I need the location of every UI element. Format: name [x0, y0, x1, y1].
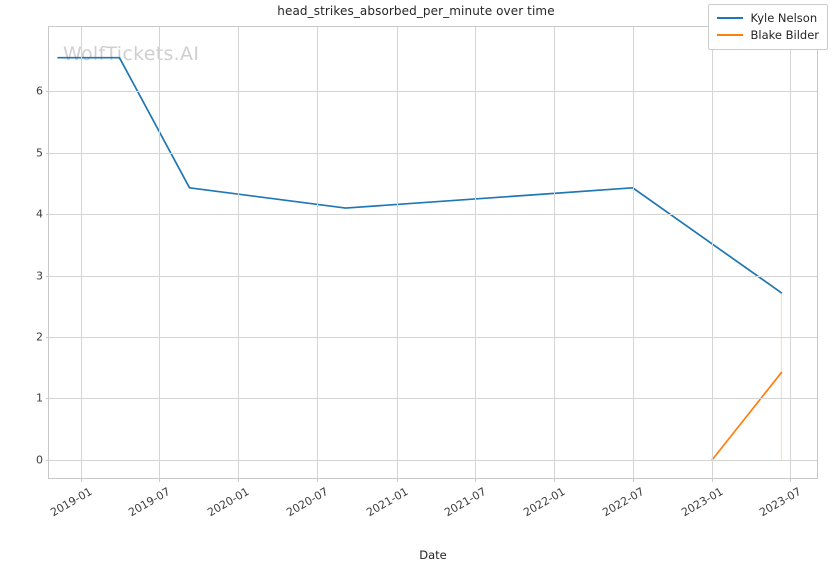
x-gridline: [158, 27, 160, 478]
legend-item[interactable]: Blake Bilder: [716, 27, 820, 44]
x-tick-label: 2020-07: [284, 485, 331, 520]
y-tick-label: 2: [36, 330, 43, 344]
y-tick-mark: [45, 398, 49, 400]
y-tick-mark: [45, 459, 49, 461]
y-gridline: [49, 336, 817, 338]
y-tick-label: 1: [36, 391, 43, 405]
x-tick-mark: [632, 478, 634, 482]
chart-legend[interactable]: Kyle Nelson Blake Bilder: [707, 4, 828, 51]
x-gridline: [317, 27, 319, 478]
y-gridline: [49, 459, 817, 461]
legend-item-label: Blake Bilder: [750, 27, 820, 42]
x-tick-mark: [474, 478, 476, 482]
x-tick-mark: [238, 478, 240, 482]
legend-line-icon: [716, 17, 743, 20]
x-axis-label: Date: [419, 548, 447, 562]
x-tick-mark: [712, 478, 714, 482]
legend-line-icon: [716, 34, 743, 36]
x-tick-label: 2022-07: [599, 485, 647, 520]
x-gridline: [554, 27, 556, 478]
x-gridline: [712, 27, 714, 478]
x-gridline: [474, 27, 476, 478]
x-tick-mark: [396, 478, 398, 482]
x-gridline: [396, 27, 398, 478]
y-gridline: [49, 91, 817, 93]
y-gridline: [49, 398, 817, 400]
series-line: [711, 371, 783, 461]
y-tick-label: 4: [36, 207, 43, 221]
x-gridline: [80, 27, 82, 478]
y-tick-label: 6: [36, 84, 43, 98]
y-tick-mark: [45, 336, 49, 338]
x-gridline: [238, 27, 240, 478]
y-tick-mark: [45, 214, 49, 216]
x-gridline: [632, 27, 634, 478]
series-line: [57, 56, 783, 294]
x-tick-mark: [790, 478, 792, 482]
x-tick-mark: [158, 478, 160, 482]
x-tick-mark: [80, 478, 82, 482]
y-tick-mark: [45, 152, 49, 154]
legend-item-label: Kyle Nelson: [750, 11, 818, 25]
y-tick-label: 5: [36, 146, 43, 160]
plot-lines: [57, 56, 783, 461]
y-tick-mark: [45, 91, 49, 93]
x-tick-mark: [317, 478, 319, 482]
chart-title: head_strikes_absorbed_per_minute over ti…: [277, 4, 555, 18]
legend-item[interactable]: Kyle Nelson: [716, 10, 820, 27]
plot-area: WolfTickets.AI 0 1 2 3 4 5 6 2019-01 2019-07 2020…: [36, 26, 818, 519]
y-gridline: [49, 275, 817, 277]
y-gridline: [49, 214, 817, 216]
y-tick-label: 0: [36, 453, 43, 467]
x-tick-mark: [554, 478, 556, 482]
y-tick-label: 3: [36, 269, 43, 283]
y-tick-mark: [45, 275, 49, 277]
y-gridline: [49, 152, 817, 154]
x-gridline: [790, 27, 792, 478]
